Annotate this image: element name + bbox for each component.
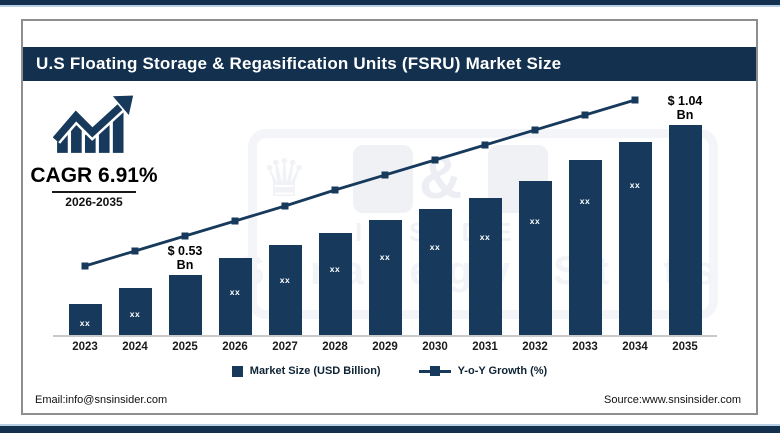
bar-2028: xx: [318, 233, 352, 335]
top-navy-strip: [0, 0, 780, 5]
x-tick-2032: 2032: [522, 341, 548, 353]
trend-point-2024: [131, 247, 139, 255]
trend-point-2025: [181, 232, 189, 240]
value-annotation-2025: $ 0.53 Bn: [167, 244, 203, 272]
bar-value-label: xx: [629, 180, 641, 190]
bar-value-label: xx: [279, 275, 291, 285]
watermark-ampersand: &: [419, 144, 463, 211]
x-tick-2033: 2033: [572, 341, 598, 353]
card-footer: Email:info@snsinsider.com Source:www.sns…: [23, 394, 756, 406]
bar-value-label: xx: [529, 216, 541, 226]
bar-2035: [668, 125, 702, 335]
chart-title: U.S Floating Storage & Regasification Un…: [36, 54, 562, 73]
bottom-accent-line: [0, 424, 780, 426]
trend-point-2023: [81, 262, 89, 270]
x-axis-line: [53, 335, 717, 337]
legend-label: Market Size (USD Billion): [249, 365, 381, 377]
infographic-card: U.S Floating Storage & Regasification Un…: [21, 19, 758, 415]
legend-item-yoy-growth: Y-o-Y Growth (%): [418, 365, 548, 377]
x-tick-2034: 2034: [622, 341, 648, 353]
trend-point-2026: [231, 217, 239, 225]
bar-2027: xx: [268, 245, 302, 335]
x-tick-2028: 2028: [322, 341, 348, 353]
x-tick-2027: 2027: [272, 341, 298, 353]
bar-2026: xx: [218, 258, 252, 335]
bar-value-label: xx: [229, 287, 241, 297]
x-tick-2029: 2029: [372, 341, 398, 353]
cagr-value: CAGR 6.91%: [30, 164, 158, 187]
bar-value-label: xx: [479, 232, 491, 242]
bar-2030: xx: [418, 209, 452, 335]
bar-value-label: xx: [129, 309, 141, 319]
x-tick-2035: 2035: [672, 341, 698, 353]
bottom-navy-strip: [0, 426, 780, 433]
bar-2025: [168, 275, 202, 335]
x-tick-2023: 2023: [72, 341, 98, 353]
chart-legend: Market Size (USD Billion) Y-o-Y Growth (…: [23, 365, 756, 377]
legend-label: Y-o-Y Growth (%): [457, 365, 548, 377]
line-legend-marker-icon: [418, 366, 451, 376]
x-tick-2026: 2026: [222, 341, 248, 353]
bar-2024: xx: [118, 288, 152, 335]
trend-point-2033: [581, 111, 589, 119]
footer-email: Email:info@snsinsider.com: [35, 394, 168, 406]
watermark-crown-icon: ♛: [261, 150, 308, 208]
cagr-block: CAGR 6.91% 2026-2035: [30, 93, 158, 209]
bar-2032: xx: [518, 181, 552, 335]
cagr-underline: [52, 191, 136, 193]
top-accent-line: [0, 5, 780, 7]
cagr-period: 2026-2035: [65, 195, 123, 209]
bar-2034: xx: [618, 142, 652, 335]
bar-value-label: xx: [379, 252, 391, 262]
bar-value-label: xx: [329, 264, 341, 274]
legend-item-market-size: Market Size (USD Billion): [231, 365, 381, 377]
bar-value-label: xx: [579, 196, 591, 206]
watermark-tile: [353, 145, 413, 213]
trend-point-2034: [631, 96, 639, 104]
growth-arrow-icon: [50, 93, 136, 153]
x-tick-2030: 2030: [422, 341, 448, 353]
bar-legend-marker-icon: [231, 365, 243, 377]
bar-value-label: xx: [429, 242, 441, 252]
x-tick-2024: 2024: [122, 341, 148, 353]
chart-title-bar: U.S Floating Storage & Regasification Un…: [23, 47, 756, 81]
x-tick-2025: 2025: [172, 341, 198, 353]
value-annotation-2035: $ 1.04 Bn: [667, 94, 703, 122]
bar-value-label: xx: [79, 318, 91, 328]
bar-2023: xx: [68, 304, 102, 335]
x-tick-2031: 2031: [472, 341, 498, 353]
bar-2029: xx: [368, 220, 402, 335]
bar-2033: xx: [568, 160, 602, 335]
footer-source: Source:www.snsinsider.com: [604, 394, 741, 406]
bar-2031: xx: [468, 198, 502, 335]
